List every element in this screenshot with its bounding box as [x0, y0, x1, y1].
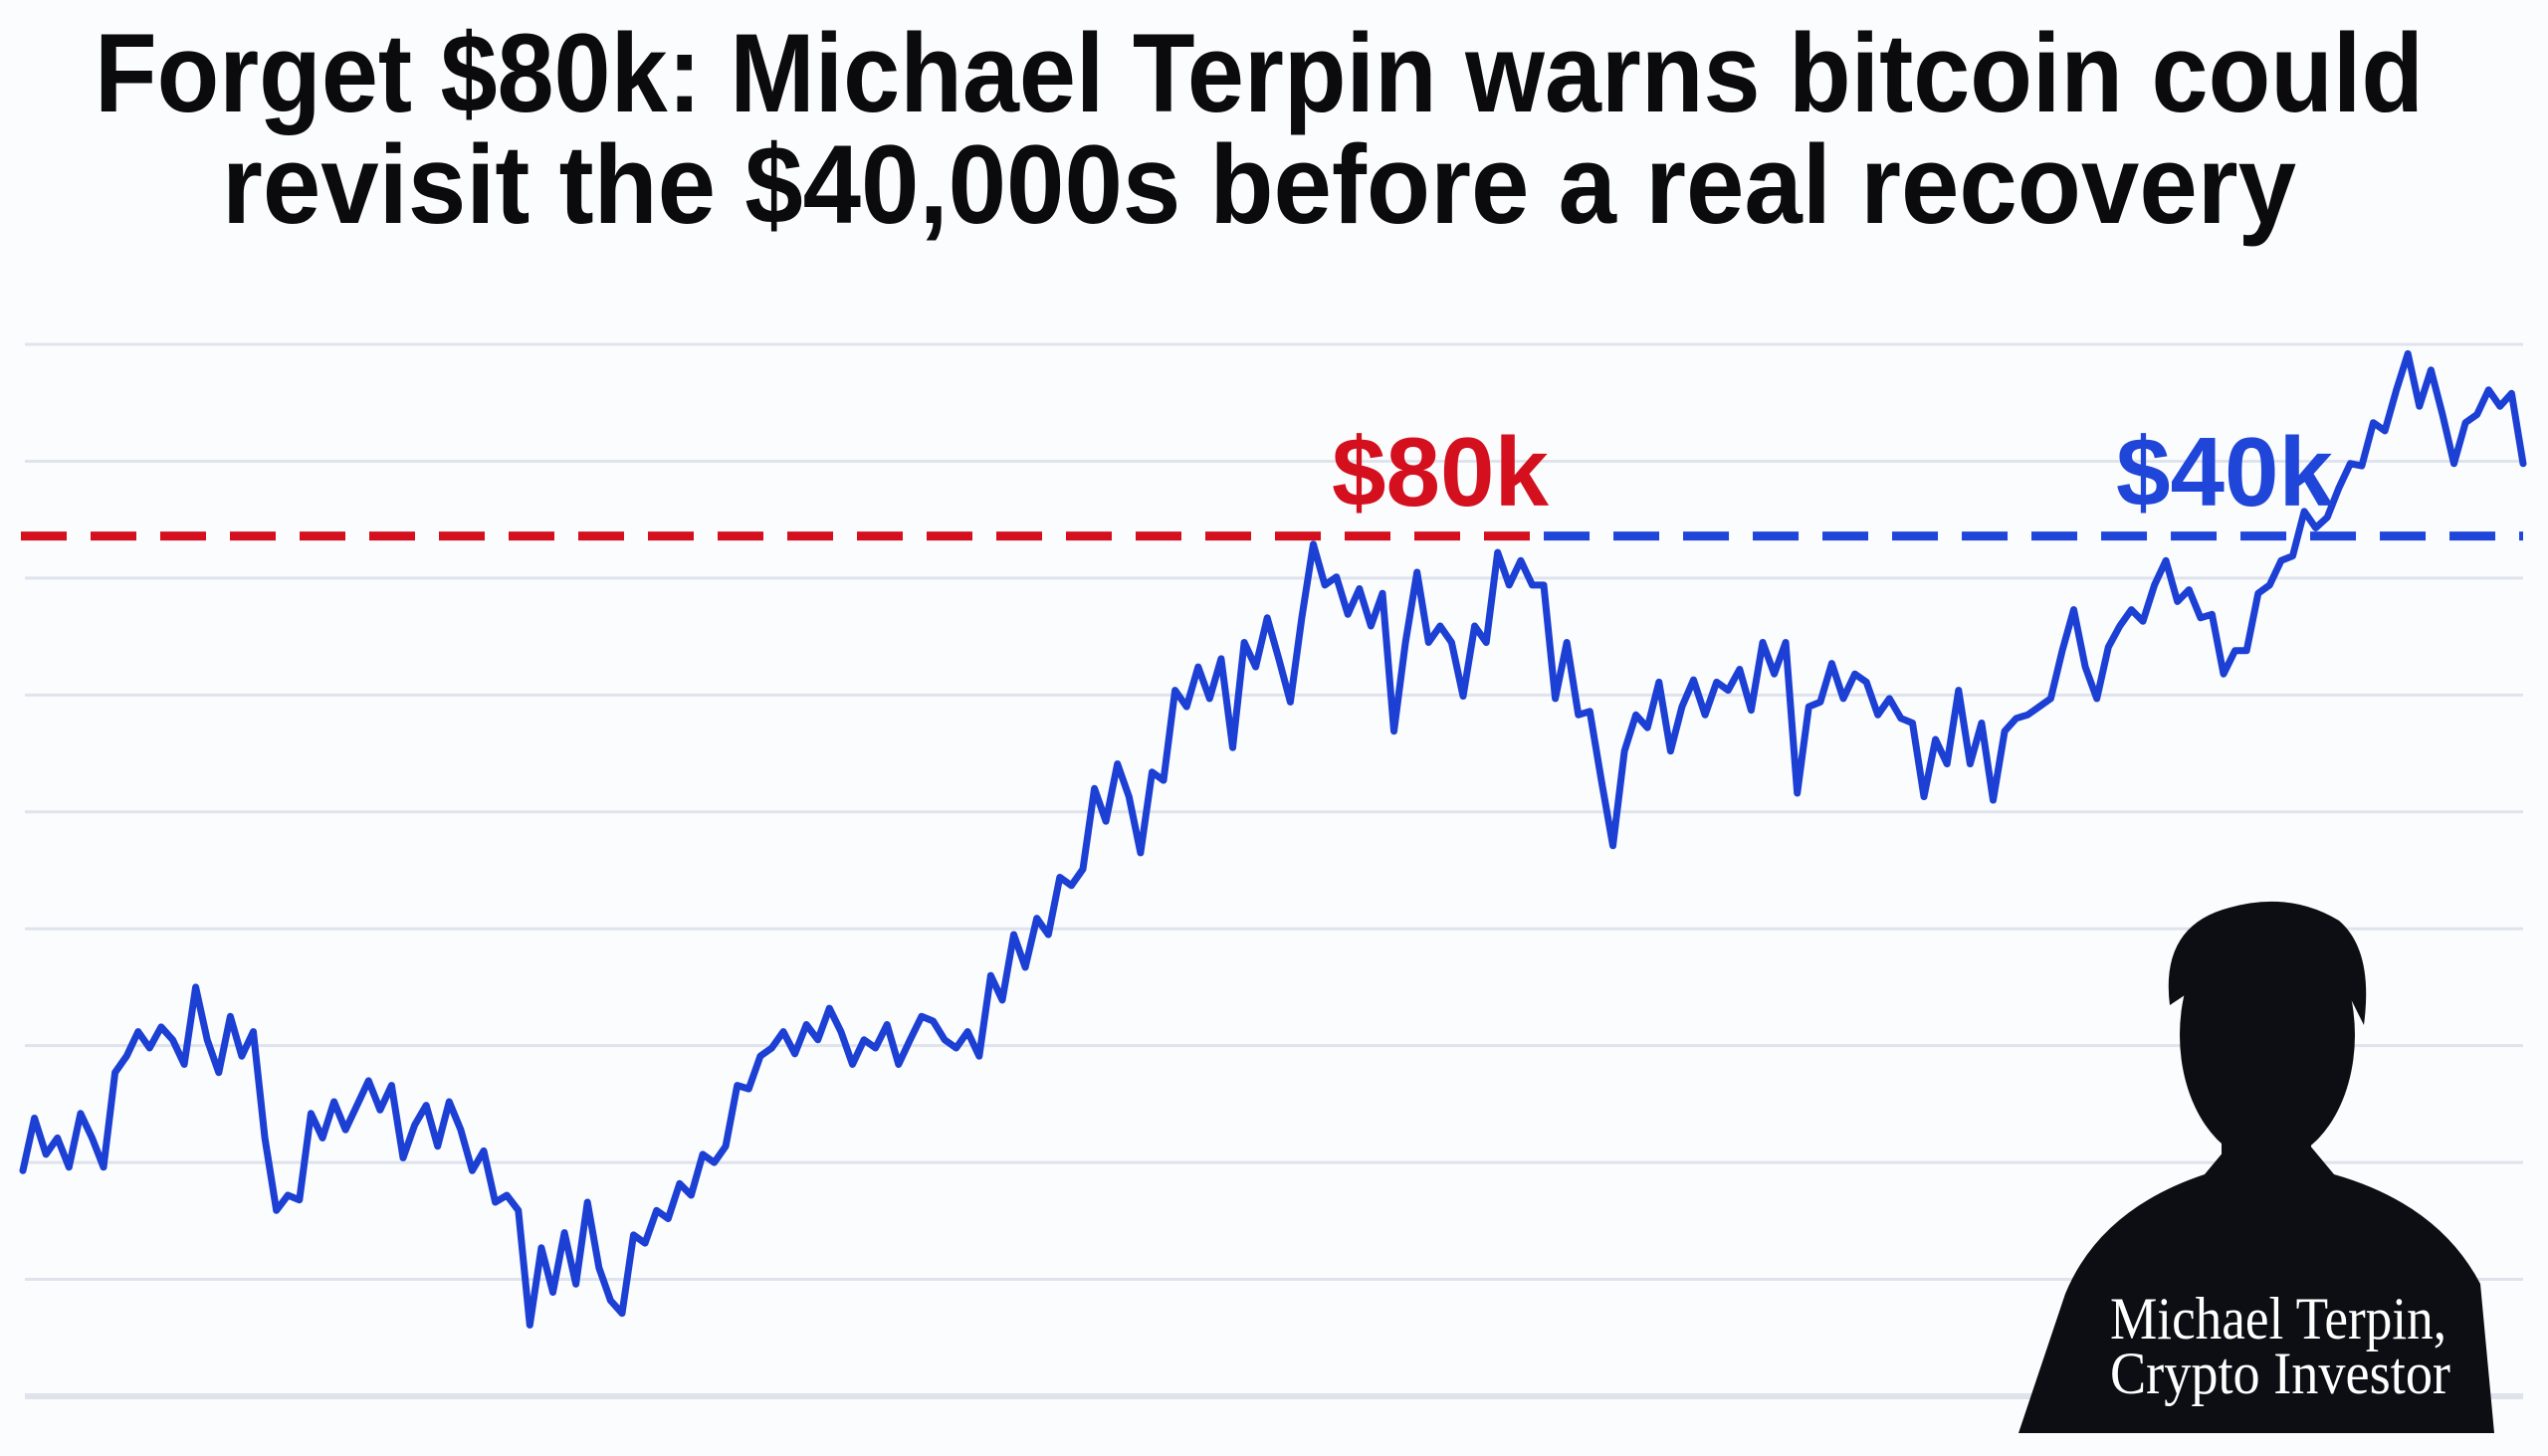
- headline-line-1: Forget $80k: Michael Terpin warns bitcoi…: [95, 11, 2424, 135]
- caption-role: Crypto Investor: [2110, 1341, 2450, 1406]
- level-label-40k: $40k: [2116, 417, 2334, 526]
- level-label-80k: $80k: [1332, 417, 1550, 526]
- investor-silhouette: [2018, 901, 2494, 1433]
- headline-line-2: revisit the $40,000s before a real recov…: [222, 122, 2296, 247]
- caption-name: Michael Terpin,: [2110, 1286, 2446, 1352]
- chart-grid: [25, 342, 2523, 1399]
- price-line: [19, 349, 2527, 1329]
